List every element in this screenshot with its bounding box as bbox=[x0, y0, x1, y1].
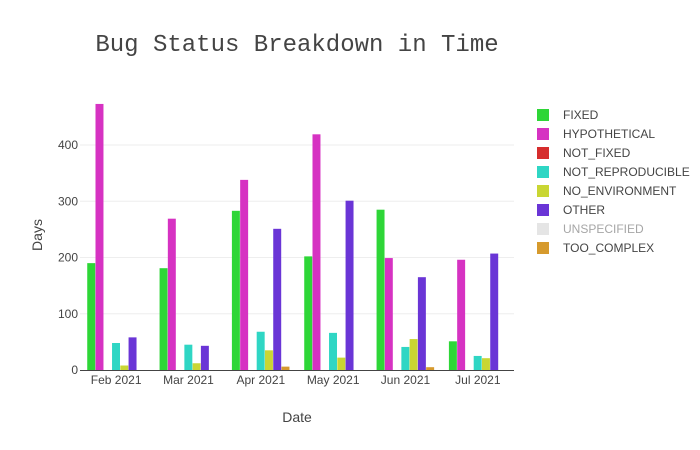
y-tick-label: 200 bbox=[58, 251, 78, 265]
bar-no-environment-jul-2021[interactable] bbox=[481, 358, 490, 370]
legend-item-too-complex[interactable]: TOO_COMPLEX bbox=[537, 241, 654, 255]
bar-fixed-apr-2021[interactable] bbox=[231, 210, 240, 370]
legend-label: OTHER bbox=[563, 203, 605, 217]
legend-swatch bbox=[537, 223, 549, 235]
legend-item-hypothetical[interactable]: HYPOTHETICAL bbox=[537, 127, 655, 141]
legend-swatch bbox=[537, 147, 549, 159]
bar-hypothetical-feb-2021[interactable] bbox=[95, 103, 104, 370]
bar-no-environment-mar-2021[interactable] bbox=[192, 363, 201, 370]
bars bbox=[87, 103, 499, 371]
legend-item-not-reproducible[interactable]: NOT_REPRODUCIBLE bbox=[537, 165, 690, 179]
legend-swatch bbox=[537, 185, 549, 197]
y-tick-label: 100 bbox=[58, 307, 78, 321]
bar-not-reproducible-feb-2021[interactable] bbox=[112, 343, 120, 370]
legend-label: NOT_FIXED bbox=[563, 146, 631, 160]
bar-fixed-mar-2021[interactable] bbox=[159, 268, 168, 370]
grid-lines bbox=[80, 144, 514, 315]
x-axis-title: Date bbox=[282, 409, 312, 425]
x-tick-label: May 2021 bbox=[307, 373, 360, 387]
x-tick-label: Mar 2021 bbox=[163, 373, 214, 387]
bar-too-complex-apr-2021[interactable] bbox=[281, 366, 290, 370]
chart-title: Bug Status Breakdown in Time bbox=[95, 32, 498, 59]
bar-not-reproducible-jul-2021[interactable] bbox=[473, 355, 482, 370]
legend[interactable]: FIXED HYPOTHETICAL NOT_FIXED NOT_REPRODUCIB… bbox=[537, 108, 690, 255]
bar-no-environment-feb-2021[interactable] bbox=[120, 365, 129, 371]
bar-other-apr-2021[interactable] bbox=[273, 228, 282, 370]
bar-fixed-jul-2021[interactable] bbox=[448, 341, 457, 370]
x-tick-labels: Feb 2021 Mar 2021 Apr 2021 May 2021 Jun 2021… bbox=[91, 373, 501, 387]
bar-no-environment-apr-2021[interactable] bbox=[264, 350, 273, 370]
bar-other-mar-2021[interactable] bbox=[200, 345, 209, 370]
legend-swatch bbox=[537, 109, 549, 121]
y-tick-label: 0 bbox=[71, 363, 78, 377]
bar-hypothetical-apr-2021[interactable] bbox=[240, 179, 249, 370]
legend-label: NO_ENVIRONMENT bbox=[563, 184, 677, 198]
legend-swatch bbox=[537, 166, 549, 178]
y-tick-label: 400 bbox=[58, 138, 78, 152]
legend-item-fixed[interactable]: FIXED bbox=[537, 108, 599, 122]
legend-label: UNSPECIFIED bbox=[563, 222, 644, 236]
legend-swatch bbox=[537, 242, 549, 254]
legend-label: HYPOTHETICAL bbox=[563, 127, 655, 141]
legend-item-unspecified[interactable]: UNSPECIFIED bbox=[537, 222, 644, 236]
y-axis-title: Days bbox=[29, 219, 45, 251]
x-tick-label: Jul 2021 bbox=[455, 373, 501, 387]
bar-other-jun-2021[interactable] bbox=[417, 277, 426, 370]
bar-hypothetical-jun-2021[interactable] bbox=[384, 258, 393, 370]
bar-not-reproducible-mar-2021[interactable] bbox=[184, 344, 193, 370]
y-tick-labels: 0 100 200 300 400 bbox=[58, 138, 78, 377]
bar-not-reproducible-jun-2021[interactable] bbox=[401, 346, 410, 370]
bar-not-reproducible-may-2021[interactable] bbox=[329, 332, 337, 370]
x-tick-label: Feb 2021 bbox=[91, 373, 142, 387]
legend-swatch bbox=[537, 204, 549, 216]
legend-swatch bbox=[537, 128, 549, 140]
legend-label: TOO_COMPLEX bbox=[563, 241, 654, 255]
bar-fixed-jun-2021[interactable] bbox=[376, 209, 385, 370]
legend-item-no-environment[interactable]: NO_ENVIRONMENT bbox=[537, 184, 677, 198]
bar-fixed-may-2021[interactable] bbox=[304, 256, 313, 370]
bar-too-complex-jun-2021[interactable] bbox=[426, 367, 435, 370]
bar-hypothetical-jul-2021[interactable] bbox=[457, 259, 466, 370]
bar-other-feb-2021[interactable] bbox=[128, 337, 137, 370]
bar-hypothetical-mar-2021[interactable] bbox=[167, 218, 176, 370]
legend-label: FIXED bbox=[563, 108, 599, 122]
bar-no-environment-may-2021[interactable] bbox=[337, 357, 346, 370]
x-tick-label: Jun 2021 bbox=[381, 373, 431, 387]
bar-not-reproducible-apr-2021[interactable] bbox=[256, 331, 265, 370]
y-tick-label: 300 bbox=[58, 194, 78, 208]
legend-item-not-fixed[interactable]: NOT_FIXED bbox=[537, 146, 631, 160]
legend-item-other[interactable]: OTHER bbox=[537, 203, 605, 217]
bar-hypothetical-may-2021[interactable] bbox=[312, 134, 321, 370]
x-tick-label: Apr 2021 bbox=[236, 373, 285, 387]
bar-other-jul-2021[interactable] bbox=[490, 253, 499, 370]
bar-other-may-2021[interactable] bbox=[345, 200, 354, 370]
bar-fixed-feb-2021[interactable] bbox=[87, 263, 96, 370]
legend-label: NOT_REPRODUCIBLE bbox=[563, 165, 690, 179]
bar-no-environment-jun-2021[interactable] bbox=[409, 339, 418, 370]
